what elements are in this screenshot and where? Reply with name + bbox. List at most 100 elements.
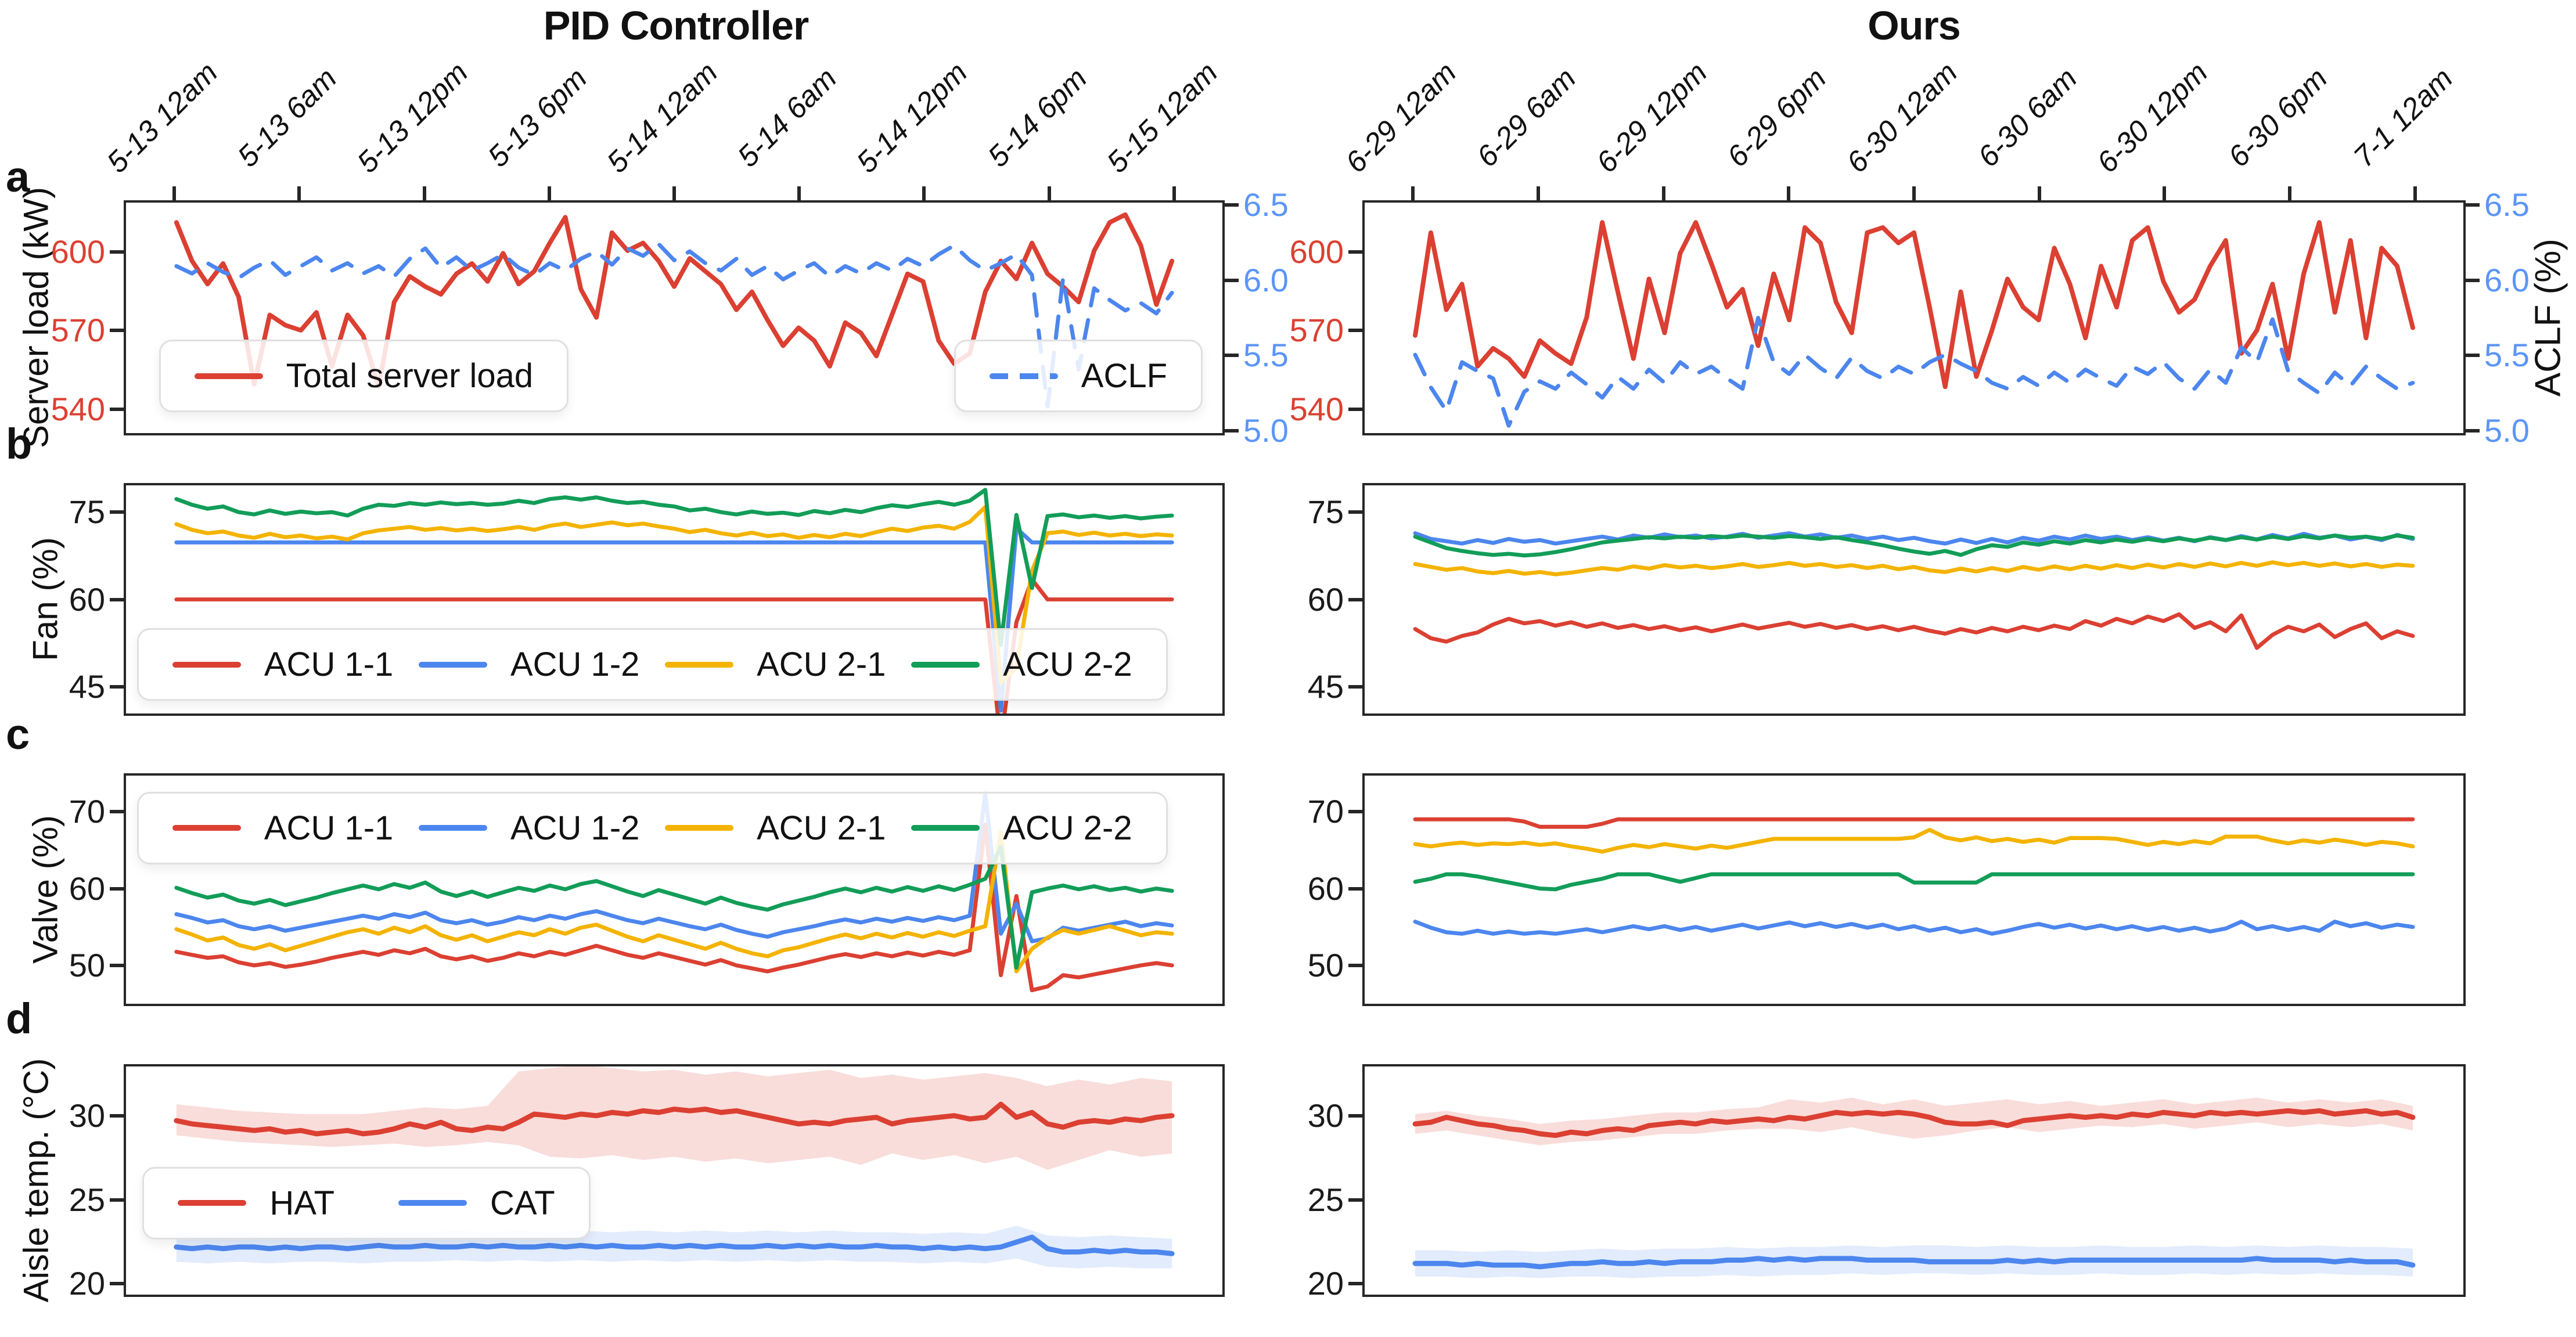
ytick-mark-c_right-50 [1348, 963, 1362, 967]
band-hat-range [176, 1066, 1172, 1170]
legend-label-acu-2-2: ACU 2-2 [1003, 809, 1132, 847]
series-acu-1-1 [174, 822, 1174, 993]
series-acu-2-1 [1413, 827, 2415, 854]
ytick-b_left-60: 60 [69, 581, 105, 618]
legend-b_left: ACU 1-1 ACU 1-2 ACU 2-1 ACU 2-2 [136, 628, 1168, 701]
legend-a_left-left: Total server load [159, 340, 569, 413]
series-hat [1412, 1108, 2416, 1138]
series-aclf [1413, 316, 2415, 428]
y2tick-a_left-5.5: 5.5 [1243, 337, 1289, 374]
y2tick-mark-a_left-5.5 [1225, 354, 1239, 358]
xtick-mark-a_right-8 [2413, 186, 2417, 200]
legend-entry-cat: CAT [398, 1184, 555, 1223]
legend-line-sample-blue [418, 825, 487, 831]
ytick-mark-d_right-30 [1348, 1114, 1362, 1118]
xtick-text-a_right-0: 6-29 12am [1339, 55, 1463, 179]
legend-line-sample-blue [398, 1200, 467, 1206]
y2tick-a_left-5.0: 5.0 [1243, 412, 1289, 449]
ytick-a_right-540: 540 [1289, 390, 1344, 427]
xtick-text-a_right-3: 6-29 6pm [1721, 61, 1833, 174]
legend-d_left: HAT CAT [142, 1166, 591, 1239]
ytick-mark-a_right-600 [1348, 250, 1362, 254]
y2tick-mark-a_left-6.0 [1225, 278, 1239, 282]
legend-entry-acu-1-1: ACU 1-1 [172, 809, 393, 848]
panel-a_right [1362, 200, 2466, 435]
legend-label-acu-2-2: ACU 2-2 [1003, 646, 1132, 684]
xtick-text-a_left-6: 5-14 12pm [850, 55, 974, 179]
xtick-mark-a_right-0 [1411, 186, 1415, 200]
legend-entry-acu-2-2: ACU 2-2 [911, 809, 1132, 848]
ytick-mark-d_left-25 [110, 1198, 124, 1202]
ytick-b_left-45: 45 [69, 668, 105, 705]
ytick-mark-c_left-50 [110, 963, 124, 967]
ytick-a_left-540: 540 [51, 390, 105, 427]
ytick-mark-b_left-45 [110, 684, 124, 689]
ytick-c_left-50: 50 [69, 946, 105, 983]
legend-line-sample-blue [989, 373, 1058, 379]
xtick-mark-a_right-1 [1537, 186, 1541, 200]
xtick-text-a_right-1: 6-29 6am [1470, 61, 1582, 174]
ytick-a_right-570: 570 [1289, 312, 1344, 349]
ytick-mark-c_left-60 [110, 886, 124, 891]
series-acu-1-1 [1413, 612, 2415, 650]
legend-label-acu-1-2: ACU 1-2 [510, 809, 640, 847]
xtick-mark-a_left-6 [922, 186, 926, 200]
series-cat [174, 1234, 1175, 1256]
series-total-server-load [174, 212, 1175, 390]
xtick-mark-a_left-1 [297, 186, 301, 200]
xtick-mark-a_right-5 [2037, 186, 2041, 200]
series-aclf [174, 242, 1174, 409]
series-acu-2-1 [1413, 560, 2415, 576]
ytick-a_right-600: 600 [1289, 233, 1344, 270]
xtick-mark-a_left-3 [547, 186, 551, 200]
xtick-mark-a_right-4 [1912, 186, 1916, 200]
series-cat [1412, 1256, 2416, 1270]
y2tick-a_right-5.0: 5.0 [2484, 412, 2530, 449]
ytick-c_left-70: 70 [69, 793, 105, 830]
ytick-d_left-30: 30 [69, 1097, 105, 1134]
xtick-text-a_right-5: 6-30 6am [1971, 61, 2084, 174]
xtick-text-a_left-8: 5-15 12am [1100, 55, 1224, 179]
xtick-text-a_left-1: 5-13 6am [231, 61, 343, 174]
ytick-mark-b_left-75 [110, 510, 124, 514]
ytick-mark-c_left-70 [110, 810, 124, 814]
legend-label-cat: CAT [490, 1184, 555, 1222]
plot-canvas-a_left [174, 212, 1175, 409]
series-acu-2-2 [174, 488, 1174, 647]
y2tick-a_left-6.5: 6.5 [1243, 186, 1289, 223]
legend-line-sample-red [194, 373, 263, 379]
xtick-text-a_right-7: 6-30 6pm [2221, 61, 2334, 174]
panel-b_left: ACU 1-1 ACU 1-2 ACU 2-1 ACU 2-2 [124, 483, 1225, 716]
legend-label-acu-1-1: ACU 1-1 [264, 646, 394, 684]
y2tick-mark-a_right-5.5 [2466, 354, 2480, 358]
ytick-mark-d_right-20 [1348, 1281, 1362, 1285]
xtick-mark-a_left-8 [1172, 186, 1176, 200]
xtick-text-a_left-0: 5-13 12am [100, 55, 224, 179]
ytick-mark-b_right-75 [1348, 510, 1362, 514]
ytick-d_right-30: 30 [1307, 1097, 1344, 1134]
series-acu-1-2 [1413, 920, 2415, 936]
xtick-mark-a_right-7 [2287, 186, 2291, 200]
ytick-b_right-75: 75 [1307, 493, 1344, 531]
legend-label-acu-1-1: ACU 1-1 [264, 809, 394, 847]
plot-canvas-c_left [174, 791, 1174, 993]
xtick-mark-a_left-0 [172, 186, 177, 200]
ytick-c_right-70: 70 [1307, 793, 1344, 830]
y-axis-label-aisle-temp: Aisle temp. (°C) [16, 1058, 56, 1303]
ytick-mark-b_right-45 [1348, 684, 1362, 689]
series-acu-1-2 [174, 791, 1174, 943]
y2tick-a_left-6.0: 6.0 [1243, 261, 1289, 298]
series-acu-2-2 [1413, 534, 2415, 558]
y2tick-mark-a_right-6.0 [2466, 278, 2480, 282]
xtick-text-a_left-2: 5-13 12pm [350, 55, 474, 179]
legend-entry-hat: HAT [178, 1184, 334, 1223]
xtick-text-a_right-2: 6-29 12pm [1589, 55, 1714, 179]
series-acu-1-1 [1413, 817, 2415, 829]
plot-canvas-d_right [1412, 1097, 2416, 1278]
legend-line-sample-blue [418, 661, 487, 668]
legend-label-acu-2-1: ACU 2-1 [757, 646, 886, 684]
xtick-mark-a_right-3 [1787, 186, 1791, 200]
legend-a_left-right: ACLF [954, 340, 1203, 413]
ytick-d_left-20: 20 [69, 1264, 105, 1302]
